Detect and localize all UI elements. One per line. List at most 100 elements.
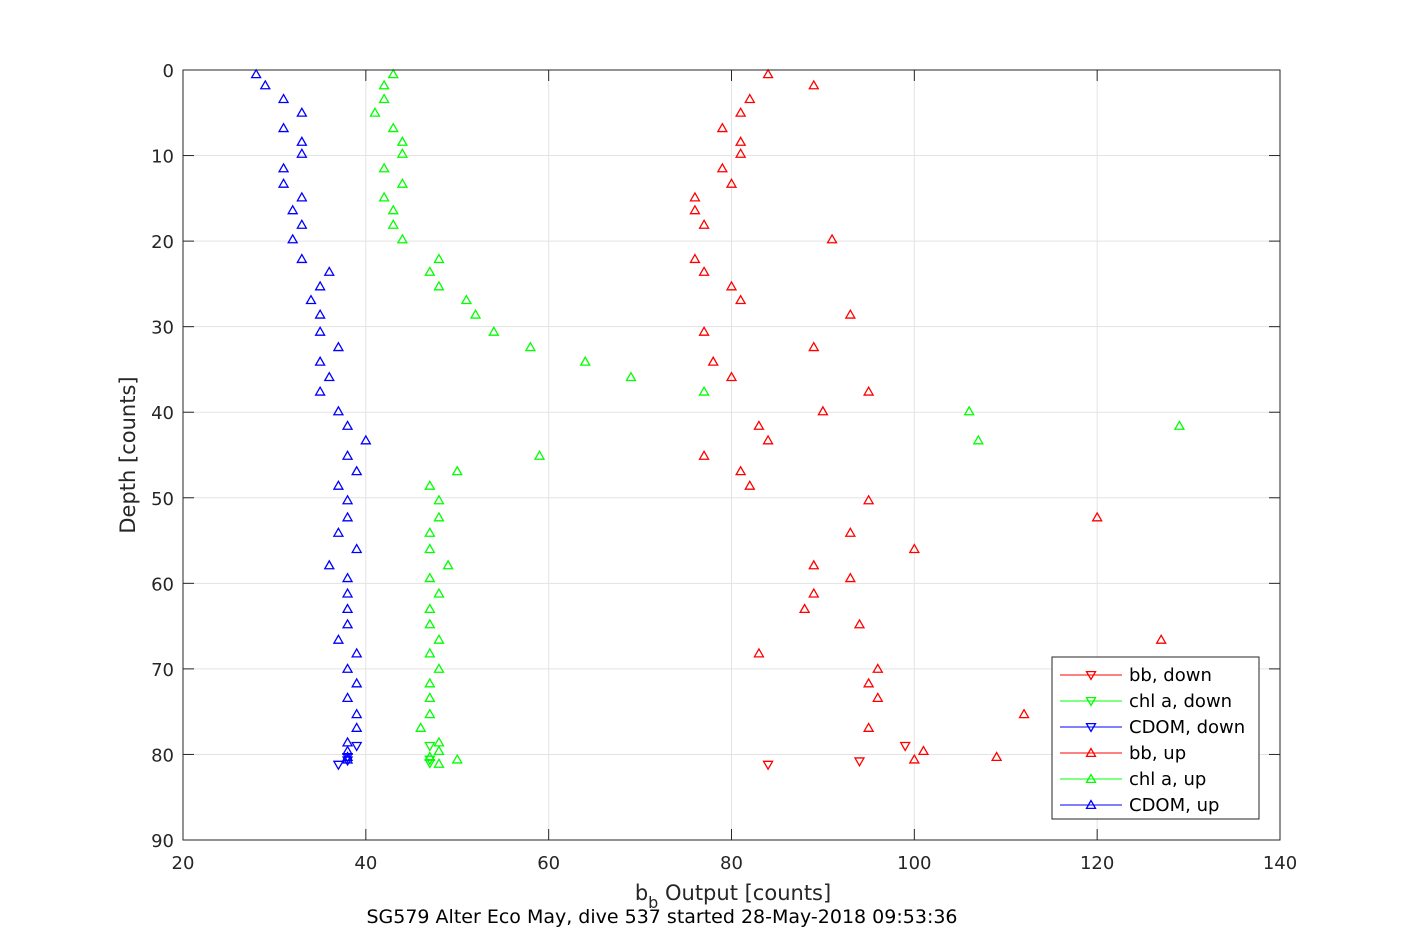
data-point [378,93,390,104]
data-point [351,722,363,732]
data-point [341,450,354,460]
data-point [396,233,409,244]
data-point [853,618,866,629]
data-point [698,266,710,276]
data-point [351,677,363,688]
data-point [378,79,390,90]
data-point [698,325,710,336]
data-point [762,68,774,79]
data-point [424,266,436,276]
data-point [433,253,445,264]
y-tick-label: 20 [151,232,174,253]
legend-label: chl a, up [1129,769,1206,790]
data-point [808,341,820,352]
data-point [351,647,363,658]
x-axis-title: bb Output [counts] [635,881,831,912]
data-point [314,325,326,336]
data-point [1155,633,1167,644]
data-point [387,68,399,79]
data-point [863,722,875,732]
data-point [744,93,756,104]
data-point [451,465,463,476]
data-point [725,280,738,291]
y-tick-label: 70 [151,660,174,681]
data-point [716,122,728,133]
data-point [378,191,390,202]
data-point [808,79,820,90]
data-point [826,233,838,244]
data-point [341,603,354,614]
data-point [707,355,719,366]
data-point [451,753,463,764]
legend-marker [1085,722,1097,733]
data-point [424,708,436,719]
data-point [323,266,335,276]
data-point [808,559,820,570]
data-point [287,204,299,215]
data-point [341,420,354,430]
data-point [396,148,409,158]
data-point [853,757,866,768]
legend-marker [1085,670,1097,681]
data-point [762,760,774,771]
data-point [296,106,308,117]
data-point [460,294,473,305]
y-tick-label: 0 [163,61,174,82]
data-point [360,434,372,445]
data-point [424,603,436,614]
data-point [341,618,354,629]
data-point [351,741,363,752]
data-point [735,136,747,146]
data-point [341,494,354,505]
data-point [808,587,820,598]
data-point [753,420,765,430]
data-point [762,434,774,445]
data-point [433,511,445,522]
data-point [972,434,984,445]
data-point [332,479,345,490]
x-tick-label: 120 [1080,853,1114,874]
data-point [250,68,262,79]
data-point [277,177,290,188]
data-point [415,722,427,732]
data-point [277,162,290,173]
data-point [277,93,290,104]
data-point [424,647,436,658]
legend-label: bb, down [1129,665,1212,686]
x-tick-label: 100 [897,853,931,874]
data-point [844,572,856,583]
y-ticks: 0 10 20 30 40 50 60 70 80 90 [151,61,1280,852]
data-point [433,758,445,768]
data-point [488,325,500,336]
data-point [424,527,436,537]
data-point [817,405,829,416]
data-point [908,753,920,764]
data-point [259,79,271,90]
data-point [735,148,747,158]
data-point [369,106,381,117]
data-point [689,253,701,264]
data-point [844,527,856,537]
data-point [305,294,317,305]
x-tick-label: 140 [1263,853,1297,874]
data-point [579,355,591,366]
data-point [698,385,710,396]
data-point [424,479,436,490]
y-tick-label: 90 [151,831,174,852]
data-point [287,233,299,244]
data-markers [250,68,1186,771]
data-point [433,745,445,756]
data-point [332,405,345,416]
data-point [433,663,445,673]
y-tick-label: 80 [151,745,174,766]
data-point [396,136,409,146]
data-point [698,219,710,229]
data-point [872,663,884,673]
series-3 [689,68,1167,764]
data-point [424,618,436,629]
x-ticks: 20 40 60 80 100 120 140 [172,70,1297,874]
data-point [424,677,436,688]
data-point [332,341,345,352]
series-4 [369,68,1186,768]
